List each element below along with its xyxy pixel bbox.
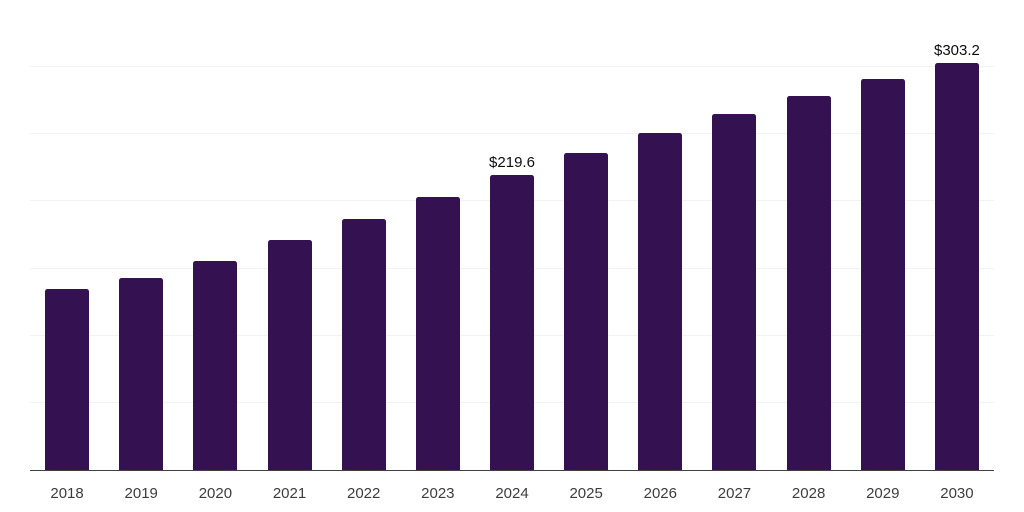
x-tick-label-2018: 2018	[50, 485, 84, 502]
bar-2026	[638, 133, 683, 470]
x-tick-label-2020: 2020	[198, 485, 233, 502]
x-tick-label-2022: 2022	[347, 485, 381, 502]
x-tick-label-2029: 2029	[866, 485, 900, 502]
x-tick-label-2027: 2027	[717, 485, 752, 502]
x-tick-label-2030: 2030	[940, 485, 974, 502]
x-tick-label-2028: 2028	[791, 485, 826, 502]
bar-2028	[786, 96, 831, 470]
bar-2025	[564, 152, 609, 470]
x-tick-label-2025: 2025	[569, 485, 603, 502]
bar-2020	[193, 261, 238, 470]
x-tick-label-2021: 2021	[272, 485, 307, 502]
gridline-300	[30, 66, 994, 68]
value-label-2030: $303.2	[933, 41, 980, 59]
x-tick-label-2019: 2019	[124, 485, 158, 502]
plot-area: $219.6 $303.2	[30, 0, 994, 471]
bar-2029	[860, 78, 905, 470]
bar-2030	[934, 62, 979, 470]
bar-2018	[45, 288, 90, 470]
bar-2024	[490, 175, 534, 470]
bar-2019	[119, 277, 164, 470]
x-tick-label-2024: 2024	[495, 485, 529, 502]
bar-2022	[341, 218, 386, 470]
bar-2023	[415, 196, 460, 470]
gridline-250	[30, 133, 994, 135]
value-label-2024: $219.6	[489, 154, 535, 172]
x-tick-label-2026: 2026	[643, 485, 677, 502]
x-tick-label-2023: 2023	[421, 485, 455, 502]
bar-2021	[267, 240, 312, 470]
bar-2027	[712, 113, 757, 470]
